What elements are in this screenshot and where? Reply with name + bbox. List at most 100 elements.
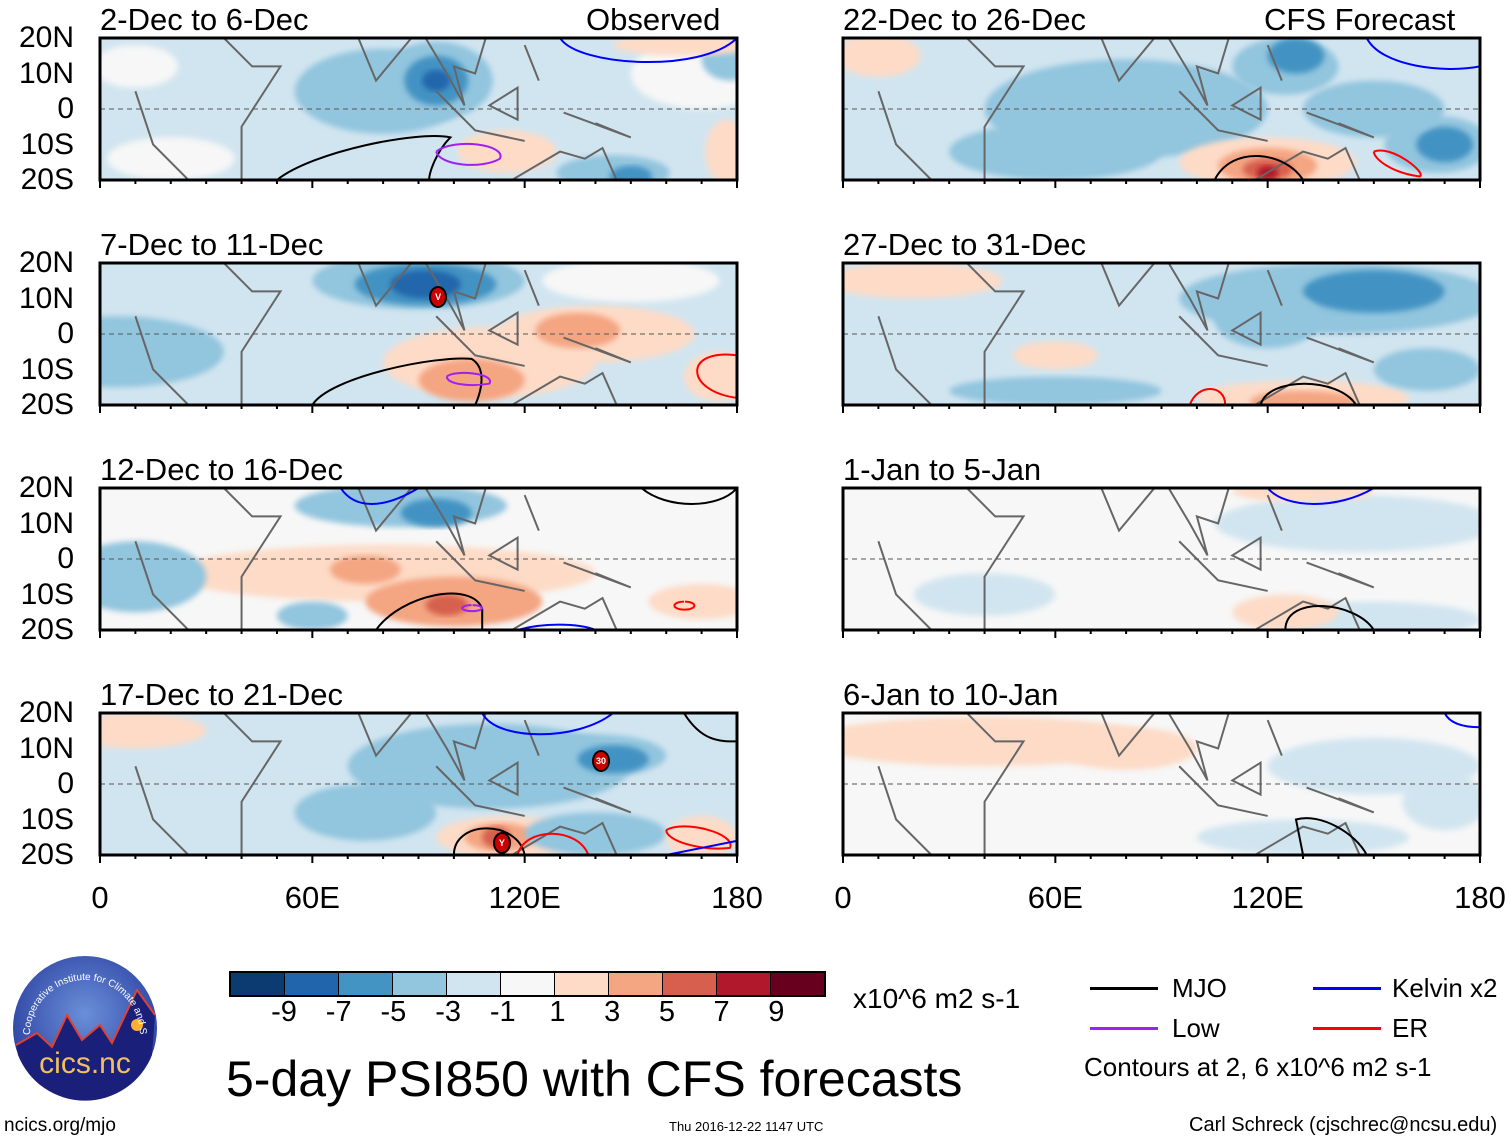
lon-label: 180 (1454, 880, 1506, 915)
contour-line (311, 357, 483, 405)
panel-title: 12-Dec to 16-Dec (100, 452, 343, 487)
anomaly-region (524, 812, 667, 855)
lat-label: 10S (20, 577, 74, 611)
coastline (877, 488, 1375, 630)
contour-line (481, 713, 614, 736)
storm-marker: V (429, 285, 448, 308)
storm-marker: Y (492, 831, 511, 854)
legend-kelvin-line (1313, 987, 1381, 990)
lat-label: 10N (18, 506, 74, 540)
lon-label: 0 (91, 880, 109, 915)
legend-er-line (1313, 1027, 1381, 1030)
lat-label: 0 (57, 767, 74, 800)
source-link[interactable]: ncics.org/mjo (4, 1115, 116, 1136)
legend-low-line (1090, 1027, 1158, 1030)
svg-text:cics.nc: cics.nc (39, 1047, 131, 1080)
anomaly-region (1214, 291, 1321, 349)
coastline (877, 713, 1375, 855)
colorbar-swatch (501, 973, 555, 995)
anomaly-region (1303, 270, 1445, 313)
anomaly-region (107, 137, 235, 180)
legend-low-label: Low (1172, 1013, 1220, 1043)
lat-label: 10S (20, 352, 74, 386)
timestamp: Thu 2016-12-22 1147 UTC (669, 1119, 824, 1134)
contour-line (375, 592, 484, 630)
anomaly-region (648, 583, 737, 620)
legend-kelvin-label: Kelvin x2 (1392, 973, 1498, 1003)
anomaly-region (843, 263, 1003, 299)
anomaly-region (1303, 80, 1445, 138)
anomaly-region (425, 594, 469, 616)
anomaly-region (1249, 390, 1357, 405)
contour-line (640, 488, 737, 505)
contour-line (665, 825, 732, 850)
contour-line (1259, 382, 1357, 405)
cics-logo: Cooperative Institute for Climate and Sa… (9, 947, 158, 1101)
map-panel (98, 36, 739, 188)
coastline (877, 263, 1375, 405)
observed-label: Observed (586, 2, 721, 37)
lat-label: 0 (57, 542, 74, 575)
contour-note: Contours at 2, 6 x10^6 m2 s-1 (1084, 1052, 1432, 1082)
map-panel (841, 711, 1482, 863)
anomaly-region (577, 744, 649, 774)
colorbar-label: 7 (713, 996, 730, 1028)
anomaly-region (100, 541, 207, 613)
anomaly-region (1267, 38, 1325, 74)
colorbar-swatch (555, 973, 609, 995)
lat-label: 10N (18, 281, 74, 315)
colorbar-label: -7 (325, 996, 352, 1028)
contour-line (1365, 38, 1480, 70)
coastline (877, 38, 1375, 180)
storm-marker: 30 (591, 750, 610, 773)
colorbar-label: 1 (549, 996, 566, 1028)
anomaly-region (535, 312, 621, 349)
anomaly-region (1214, 495, 1480, 552)
panel-title: 17-Dec to 21-Dec (100, 677, 343, 712)
colorbar-label: -9 (271, 996, 297, 1028)
anomaly-region (613, 38, 737, 56)
panel-title: 22-Dec to 26-Dec (843, 2, 1086, 37)
contour-line (559, 38, 737, 64)
forecast-label: CFS Forecast (1264, 2, 1456, 37)
colorbar-swatch (393, 973, 447, 995)
colorbar-label: -3 (435, 996, 461, 1028)
lat-label: 20S (20, 163, 74, 196)
anomaly-region (683, 351, 737, 402)
colorbar-swatch (717, 973, 771, 995)
lat-label: 10S (20, 127, 74, 161)
contour-line (1372, 149, 1422, 178)
contour-line (1213, 155, 1304, 180)
lat-label: 20N (18, 246, 74, 279)
map-panel (98, 486, 739, 638)
lon-label: 180 (711, 880, 763, 915)
colorbar-swatch (771, 973, 824, 995)
colorbar-label: 9 (768, 996, 785, 1028)
anomaly-region (1012, 341, 1098, 370)
anomaly-region (609, 165, 653, 180)
lat-label: 0 (57, 317, 74, 350)
colorbar-swatch (663, 973, 717, 995)
colorbar-label: -5 (380, 996, 407, 1028)
anomaly-region (422, 69, 451, 92)
colorbar-swatch (231, 973, 285, 995)
colorbar-units: x10^6 m2 s-1 (853, 983, 1021, 1014)
contour-line (673, 600, 696, 611)
anomaly-region (100, 713, 207, 749)
contour-line (1266, 488, 1375, 505)
contour-line (452, 827, 526, 855)
contour-line (339, 488, 420, 505)
anomaly-region (705, 119, 737, 180)
contour-line (666, 839, 737, 855)
lat-label: 20S (20, 838, 74, 871)
anomaly-region (330, 555, 401, 584)
lon-label: 60E (284, 880, 340, 915)
anomaly-region (276, 601, 348, 630)
contour-line (516, 832, 590, 855)
anomaly-region (843, 38, 921, 78)
figure-title: 5-day PSI850 with CFS forecasts (226, 1051, 963, 1107)
colorbar-label: 5 (658, 996, 675, 1028)
lat-label: 20N (18, 696, 74, 729)
coastline (134, 713, 632, 855)
